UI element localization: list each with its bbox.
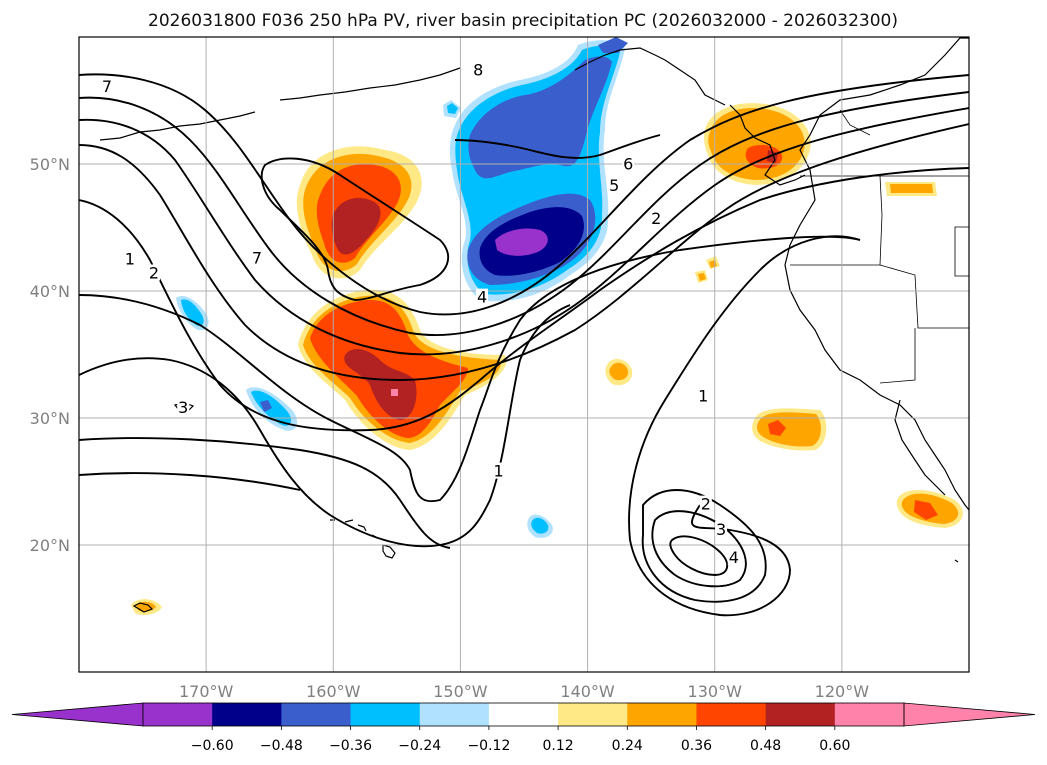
map-title: 2026031800 F036 250 hPa PV, river basin …: [148, 11, 898, 31]
contour-label-bg: [148, 264, 161, 281]
colorbar: −0.60 −0.48 −0.36 −0.24 −0.12 0.12 0.24 0.36 0.4…: [11, 702, 1036, 754]
contour-label: 4: [477, 288, 487, 307]
colorbar-frame: [142, 702, 905, 727]
precip-region-negative: [449, 40, 625, 302]
contour-label: 2: [701, 495, 711, 514]
contour-label: 7: [252, 248, 262, 267]
contour-label-bg: [650, 209, 663, 226]
lon-tick-label: 140°W: [560, 682, 615, 701]
colorbar-bin: [143, 703, 213, 726]
lat-tick-label: 20°N: [30, 536, 70, 555]
contour-label-bg: [715, 521, 728, 538]
contour-label-bg: [472, 61, 485, 78]
precip-region-north-positive: [296, 146, 422, 279]
contour-label: 1: [125, 250, 135, 269]
contour-label: 2: [149, 263, 159, 282]
lon-tick-label: 120°W: [815, 682, 870, 701]
precip-region-pnw-positive: [704, 103, 811, 185]
contour-label-bg: [476, 288, 489, 305]
colorbar-bin: [627, 703, 697, 726]
colorbar-bin: [488, 703, 559, 726]
contour-label: 1: [698, 387, 708, 406]
colorbar-tick-label: 0.36: [681, 738, 712, 754]
lon-tick-label: 170°W: [179, 682, 234, 701]
contour-label: 2: [651, 209, 661, 228]
colorbar-tick-label: −0.48: [260, 738, 303, 754]
precip-region-small-negatives: [176, 37, 628, 538]
colorbar-tick-label: −0.24: [398, 738, 441, 754]
precip-region-south-positive: [298, 289, 507, 450]
contour-label-bg: [123, 250, 136, 267]
contour-label: 3: [716, 520, 726, 539]
contour-label: 1: [493, 462, 503, 481]
longitude-tick-labels: 170°W 160°W 150°W 140°W 130°W 120°W: [179, 682, 869, 701]
contour-label-bg: [100, 77, 113, 94]
contour-label: 3: [178, 398, 188, 417]
contour-label: 5: [609, 176, 619, 195]
map-frame: [78, 36, 970, 673]
lat-tick-label: 30°N: [30, 409, 70, 428]
latitude-tick-labels: 20°N 30°N 40°N 50°N: [30, 155, 70, 555]
coastlines: [99, 37, 969, 613]
colorbar-extend-under: [11, 702, 144, 727]
lon-tick-label: 150°W: [433, 682, 488, 701]
colorbar-bin: [212, 703, 282, 726]
colorbar-tick-label: 0.60: [819, 738, 850, 754]
contour-label-bg: [177, 399, 190, 416]
contour-label: 4: [729, 548, 739, 567]
contour-label-bg: [699, 495, 712, 512]
colorbar-bin: [350, 703, 421, 726]
lon-tick-label: 160°W: [306, 682, 361, 701]
contour-label: 6: [623, 154, 633, 173]
lat-tick-label: 50°N: [30, 155, 70, 174]
colorbar-bin: [558, 703, 628, 726]
colorbar-bin: [696, 703, 767, 726]
borders: [790, 109, 969, 384]
contour-label-bg: [622, 155, 635, 172]
colorbar-tick-label: 0.12: [543, 738, 574, 754]
contour-label-bg: [697, 387, 710, 404]
colorbar-tick-label: −0.60: [191, 738, 234, 754]
contour-label-bg: [608, 176, 621, 193]
colorbar-bin: [281, 703, 352, 726]
contour-label: 8: [473, 60, 483, 79]
colorbar-tick-label: 0.24: [612, 738, 643, 754]
contour-label-bg: [492, 462, 505, 479]
colorbar-extend-over: [903, 702, 1036, 727]
colorbar-bin: [765, 703, 836, 726]
colorbar-bin: [834, 703, 905, 726]
colorbar-tick-label: −0.12: [467, 738, 510, 754]
lat-tick-label: 40°N: [30, 282, 70, 301]
colorbar-tick-label: 0.48: [750, 738, 781, 754]
lon-tick-label: 130°W: [688, 682, 743, 701]
pv-contours: [79, 73, 969, 617]
colorbar-tick-label: −0.36: [329, 738, 372, 754]
contour-label: 7: [102, 77, 112, 96]
contour-label-bg: [727, 548, 740, 565]
precip-pc-shading: [131, 37, 963, 615]
colorbar-bin: [419, 703, 490, 726]
precip-region-subtropical-positive: [131, 182, 963, 615]
contour-label-bg: [251, 249, 263, 266]
